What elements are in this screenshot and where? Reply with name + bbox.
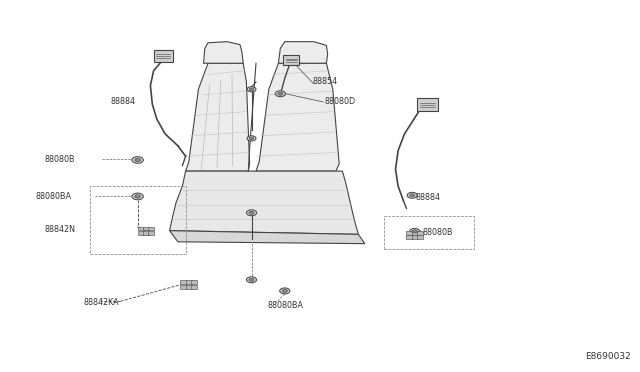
Circle shape <box>249 278 254 281</box>
Bar <box>406 235 413 239</box>
Polygon shape <box>170 231 365 244</box>
Polygon shape <box>278 42 328 63</box>
Bar <box>143 231 149 235</box>
Bar <box>143 227 149 230</box>
Polygon shape <box>256 63 339 171</box>
Polygon shape <box>170 171 358 234</box>
Circle shape <box>249 137 254 140</box>
Text: 88842N: 88842N <box>45 225 76 234</box>
Text: 88080B: 88080B <box>422 228 453 237</box>
Circle shape <box>247 87 256 92</box>
Bar <box>186 285 192 289</box>
Polygon shape <box>204 42 243 63</box>
Text: 88080BA: 88080BA <box>35 192 71 201</box>
Bar <box>148 227 154 230</box>
Circle shape <box>407 192 417 198</box>
Bar <box>412 235 418 239</box>
Bar <box>138 227 144 230</box>
Circle shape <box>247 136 256 141</box>
Circle shape <box>135 195 141 198</box>
Text: 88080BA: 88080BA <box>268 301 303 310</box>
Circle shape <box>135 158 141 161</box>
Circle shape <box>249 88 254 90</box>
Polygon shape <box>186 63 250 171</box>
Bar <box>191 285 197 289</box>
Bar <box>191 280 197 284</box>
Bar <box>180 280 187 284</box>
Bar <box>417 231 423 235</box>
Bar <box>180 285 187 289</box>
Bar <box>417 235 423 239</box>
Circle shape <box>410 228 420 234</box>
Circle shape <box>280 288 290 294</box>
Polygon shape <box>417 98 438 111</box>
Circle shape <box>412 230 417 233</box>
Polygon shape <box>283 55 300 65</box>
Bar <box>186 280 192 284</box>
Text: 88854: 88854 <box>312 77 337 86</box>
Bar <box>148 231 154 235</box>
Bar <box>138 231 144 235</box>
Text: 88884: 88884 <box>110 97 135 106</box>
Circle shape <box>246 210 257 216</box>
Circle shape <box>132 193 143 200</box>
Circle shape <box>275 91 285 97</box>
Circle shape <box>282 289 287 292</box>
Circle shape <box>246 277 257 283</box>
Bar <box>412 231 418 235</box>
Text: 88884: 88884 <box>416 193 441 202</box>
Circle shape <box>132 157 143 163</box>
Text: 88842KA: 88842KA <box>83 298 119 307</box>
Polygon shape <box>154 50 173 62</box>
Text: 88080B: 88080B <box>45 155 76 164</box>
Circle shape <box>410 194 415 197</box>
Circle shape <box>278 92 283 95</box>
Bar <box>406 231 413 235</box>
Text: E8690032: E8690032 <box>585 352 630 361</box>
Circle shape <box>249 211 254 214</box>
Text: 88080D: 88080D <box>324 97 356 106</box>
